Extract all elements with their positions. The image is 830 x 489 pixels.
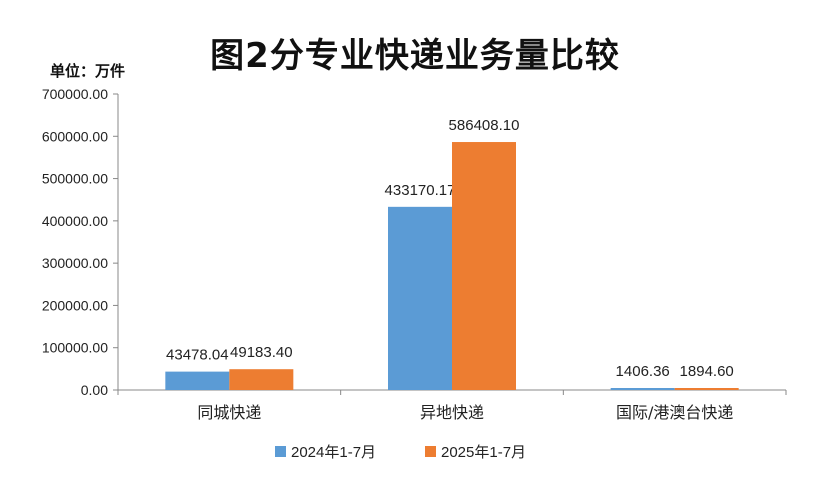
y-tick-label: 100000.00	[42, 340, 108, 356]
legend-swatch	[275, 446, 286, 457]
bar	[452, 142, 516, 390]
unit-label: 单位：万件	[50, 62, 126, 80]
bar	[165, 371, 230, 390]
y-tick-label: 200000.00	[42, 297, 108, 313]
data-label: 586408.10	[449, 117, 520, 134]
y-tick-label: 700000.00	[42, 86, 108, 102]
data-label: 1406.36	[616, 363, 670, 380]
legend-swatch	[425, 446, 436, 457]
x-category-label: 异地快递	[420, 403, 484, 422]
data-label: 49183.40	[230, 344, 293, 361]
data-label: 43478.04	[166, 347, 229, 364]
data-label: 433170.17	[385, 182, 456, 199]
legend-label: 2024年1-7月	[291, 444, 376, 461]
x-category-label: 同城快递	[197, 403, 261, 422]
data-label: 1894.60	[680, 363, 734, 380]
bar	[610, 388, 675, 390]
legend-label: 2025年1-7月	[441, 444, 526, 461]
y-tick-label: 400000.00	[42, 213, 108, 229]
chart-title: 图2分专业快递业务量比较	[210, 36, 620, 76]
bar	[229, 369, 294, 390]
x-category-label: 国际/港澳台快递	[616, 403, 733, 422]
bar	[388, 206, 452, 390]
y-tick-label: 0.00	[81, 382, 108, 398]
y-tick-label: 600000.00	[42, 128, 108, 144]
y-tick-label: 500000.00	[42, 171, 108, 187]
bar	[674, 388, 739, 390]
y-tick-label: 300000.00	[42, 255, 108, 271]
